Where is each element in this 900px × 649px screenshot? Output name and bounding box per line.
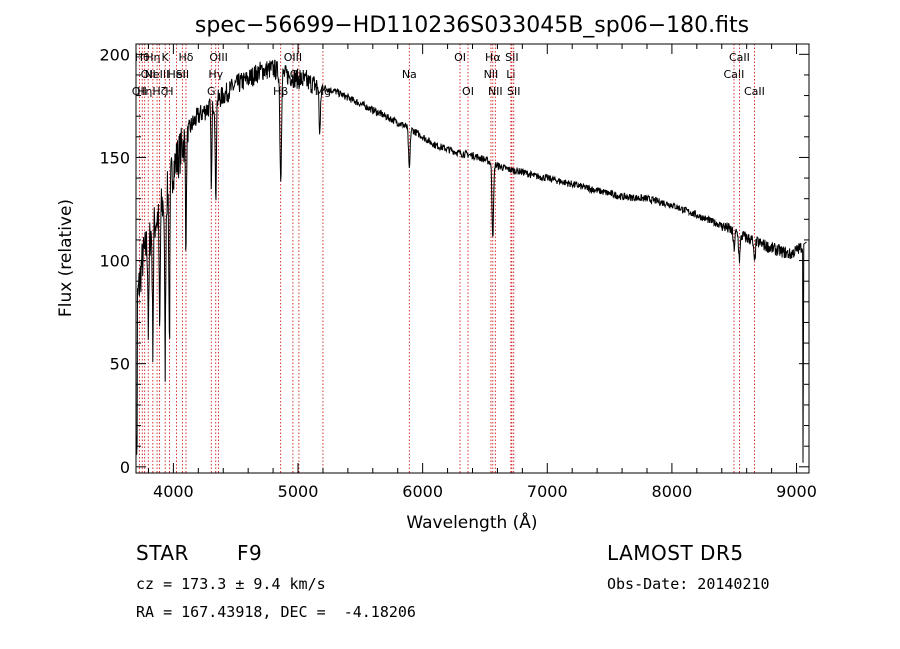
observation-date: Obs-Date: 20140210 — [607, 575, 770, 593]
line-marker-label: Hζ — [152, 85, 166, 98]
line-marker-label: NeIII — [145, 68, 170, 81]
coordinates: RA = 167.43918, DEC = -4.18206 — [136, 603, 416, 621]
spectrum-line — [135, 59, 807, 463]
line-marker-label: Hη — [137, 85, 152, 98]
line-marker-label: HeI — [167, 68, 185, 81]
line-marker-label: SII — [176, 68, 189, 81]
plot-frame — [135, 43, 810, 474]
x-tick-label: 9000 — [776, 482, 817, 501]
line-marker-label: CaII — [729, 51, 750, 64]
object-class: STAR — [136, 541, 189, 565]
y-tick-label: 100 — [99, 252, 130, 271]
y-tick-label: 0 — [120, 458, 130, 477]
y-axis-label: Flux (relative) — [56, 199, 76, 317]
x-tick-label: 5000 — [278, 482, 319, 501]
line-marker-label: Hβ — [273, 85, 288, 98]
x-tick-label: 6000 — [402, 482, 443, 501]
line-marker-label: Hα — [485, 51, 501, 64]
y-axis: 0 50 100 150 200 — [99, 45, 809, 477]
x-tick-label: 8000 — [652, 482, 693, 501]
line-marker-label: SII — [505, 51, 518, 64]
line-marker-label: G — [207, 85, 216, 98]
line-marker-label: K — [162, 51, 170, 64]
x-axis: 4000 5000 6000 7000 8000 9000 — [147, 44, 817, 501]
object-subclass: F9 — [237, 541, 263, 565]
line-marker-label: OI — [462, 85, 474, 98]
spectrum-chart: spec−56699−HD110236S033045B_sp06−180.fit… — [56, 13, 817, 533]
x-axis-label: Wavelength (Å) — [406, 511, 537, 533]
line-marker-label: Li — [506, 68, 515, 81]
line-marker-label: Hδ — [178, 51, 193, 64]
line-marker-label: OII — [141, 68, 156, 81]
line-marker-label: OIII — [284, 51, 302, 64]
chart-title: spec−56699−HD110236S033045B_sp06−180.fit… — [195, 13, 749, 38]
line-marker-label: Hη — [145, 51, 160, 64]
line-marker-label: NII — [488, 85, 503, 98]
line-marker-label: Na — [402, 68, 417, 81]
x-tick-label: 7000 — [527, 482, 568, 501]
y-tick-label: 50 — [110, 355, 130, 374]
survey-name: LAMOST DR5 — [607, 541, 744, 565]
line-marker-label: CaII — [744, 85, 765, 98]
line-marker-label: OIII — [209, 51, 227, 64]
redshift-velocity: cz = 173.3 ± 9.4 km/s — [136, 575, 326, 593]
line-marker-label: SII — [507, 85, 520, 98]
line-marker-label: H — [165, 85, 173, 98]
y-tick-label: 150 — [99, 148, 130, 167]
y-tick-label: 200 — [99, 45, 130, 64]
line-marker-label: CaII — [724, 68, 745, 81]
line-marker-label: Hγ — [208, 68, 223, 81]
x-tick-label: 4000 — [153, 482, 194, 501]
line-markers: OIIHθHηOIIHηNeIIIHζKHHeISIIHδGHγOIIIHβOI… — [132, 44, 765, 473]
line-marker-label: NII — [484, 68, 499, 81]
line-marker-label: OI — [454, 51, 466, 64]
